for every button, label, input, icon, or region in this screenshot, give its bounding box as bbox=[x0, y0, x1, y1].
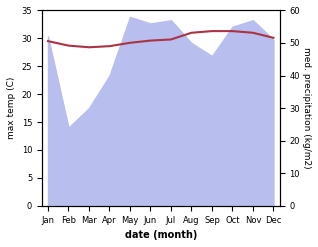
Y-axis label: med. precipitation (kg/m2): med. precipitation (kg/m2) bbox=[302, 47, 311, 169]
X-axis label: date (month): date (month) bbox=[125, 230, 197, 240]
Y-axis label: max temp (C): max temp (C) bbox=[7, 77, 16, 139]
